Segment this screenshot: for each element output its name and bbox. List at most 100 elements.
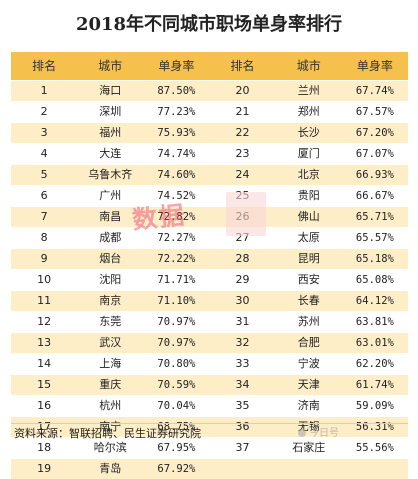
city-cell: 南京 bbox=[77, 291, 143, 312]
city-cell: 宁波 bbox=[276, 354, 342, 375]
rate-cell: 72.22% bbox=[143, 249, 209, 270]
city-cell: 长春 bbox=[276, 291, 342, 312]
rate-cell: 65.57% bbox=[342, 228, 408, 249]
rank-cell: 3 bbox=[11, 123, 77, 144]
rank-cell: 33 bbox=[209, 354, 275, 375]
rate-cell: 67.57% bbox=[342, 102, 408, 123]
rate-cell: 67.92% bbox=[143, 459, 209, 479]
rank-cell: 35 bbox=[209, 396, 275, 417]
rank-cell: 37 bbox=[209, 438, 275, 459]
rank-cell: 29 bbox=[209, 270, 275, 291]
rate-cell: 74.74% bbox=[143, 144, 209, 165]
city-cell: 兰州 bbox=[276, 81, 342, 102]
rank-cell: 32 bbox=[209, 333, 275, 354]
rate-cell: 71.71% bbox=[143, 270, 209, 291]
rank-cell: 11 bbox=[11, 291, 77, 312]
city-cell: 乌鲁木齐 bbox=[77, 165, 143, 186]
document-title: 2018年不同城市职场单身率排行 bbox=[0, 10, 418, 40]
rate-cell: 75.93% bbox=[143, 123, 209, 144]
table-bottom-divider bbox=[11, 423, 408, 424]
city-cell: 东莞 bbox=[77, 312, 143, 333]
watermark-text: 数据 bbox=[130, 195, 187, 236]
header-rank-left: 排名 bbox=[11, 52, 77, 81]
rate-cell: 66.93% bbox=[342, 165, 408, 186]
header-rank-right: 排名 bbox=[209, 52, 275, 81]
header-rate-left: 单身率 bbox=[143, 52, 209, 81]
rank-cell bbox=[209, 459, 275, 479]
header-city-right: 城市 bbox=[276, 52, 342, 81]
city-cell: 重庆 bbox=[77, 375, 143, 396]
city-cell: 济南 bbox=[276, 396, 342, 417]
rate-cell: 65.18% bbox=[342, 249, 408, 270]
rate-cell: 56.31% bbox=[342, 417, 408, 438]
rank-cell: 1 bbox=[11, 81, 77, 102]
rank-cell: 2 bbox=[11, 102, 77, 123]
rate-cell: 62.20% bbox=[342, 354, 408, 375]
watermark-logo-text: 今日号 bbox=[309, 428, 339, 439]
rate-cell: 70.59% bbox=[143, 375, 209, 396]
rate-cell: 63.81% bbox=[342, 312, 408, 333]
rank-cell: 22 bbox=[209, 123, 275, 144]
city-cell: 福州 bbox=[77, 123, 143, 144]
city-cell: 青岛 bbox=[77, 459, 143, 479]
rate-cell: 71.10% bbox=[143, 291, 209, 312]
rank-cell: 14 bbox=[11, 354, 77, 375]
rank-cell: 19 bbox=[11, 459, 77, 479]
header-rate-right: 单身率 bbox=[342, 52, 408, 81]
rate-cell: 70.04% bbox=[143, 396, 209, 417]
city-cell: 长沙 bbox=[276, 123, 342, 144]
rate-cell: 61.74% bbox=[342, 375, 408, 396]
rate-cell: 63.01% bbox=[342, 333, 408, 354]
rank-cell: 31 bbox=[209, 312, 275, 333]
table-header-row: 排名 城市 单身率 排名 城市 单身率 bbox=[11, 52, 408, 81]
city-cell: 烟台 bbox=[77, 249, 143, 270]
rate-cell: 66.67% bbox=[342, 186, 408, 207]
city-cell: 深圳 bbox=[77, 102, 143, 123]
rank-cell: 9 bbox=[11, 249, 77, 270]
city-cell: 西安 bbox=[276, 270, 342, 291]
rate-cell: 55.56% bbox=[342, 438, 408, 459]
rate-cell: 64.12% bbox=[342, 291, 408, 312]
rank-cell: 12 bbox=[11, 312, 77, 333]
rate-cell: 59.09% bbox=[342, 396, 408, 417]
rate-cell: 67.74% bbox=[342, 81, 408, 102]
rate-cell: 65.71% bbox=[342, 207, 408, 228]
rank-cell: 24 bbox=[209, 165, 275, 186]
rate-cell: 67.20% bbox=[342, 123, 408, 144]
rate-cell: 65.08% bbox=[342, 270, 408, 291]
rank-cell: 15 bbox=[11, 375, 77, 396]
rate-cell: 77.23% bbox=[143, 102, 209, 123]
city-cell: 郑州 bbox=[276, 102, 342, 123]
city-cell: 北京 bbox=[276, 165, 342, 186]
rank-cell: 10 bbox=[11, 270, 77, 291]
city-cell: 太原 bbox=[276, 228, 342, 249]
rank-cell: 34 bbox=[209, 375, 275, 396]
rank-cell: 30 bbox=[209, 291, 275, 312]
rank-cell: 7 bbox=[11, 207, 77, 228]
rank-cell: 8 bbox=[11, 228, 77, 249]
watermark-logo: 今日号 bbox=[298, 425, 339, 443]
city-cell: 海口 bbox=[77, 81, 143, 102]
rate-cell: 87.50% bbox=[143, 81, 209, 102]
city-cell: 杭州 bbox=[77, 396, 143, 417]
rank-cell: 6 bbox=[11, 186, 77, 207]
rank-cell: 28 bbox=[209, 249, 275, 270]
rate-cell: 70.97% bbox=[143, 312, 209, 333]
rate-cell: 67.07% bbox=[342, 144, 408, 165]
